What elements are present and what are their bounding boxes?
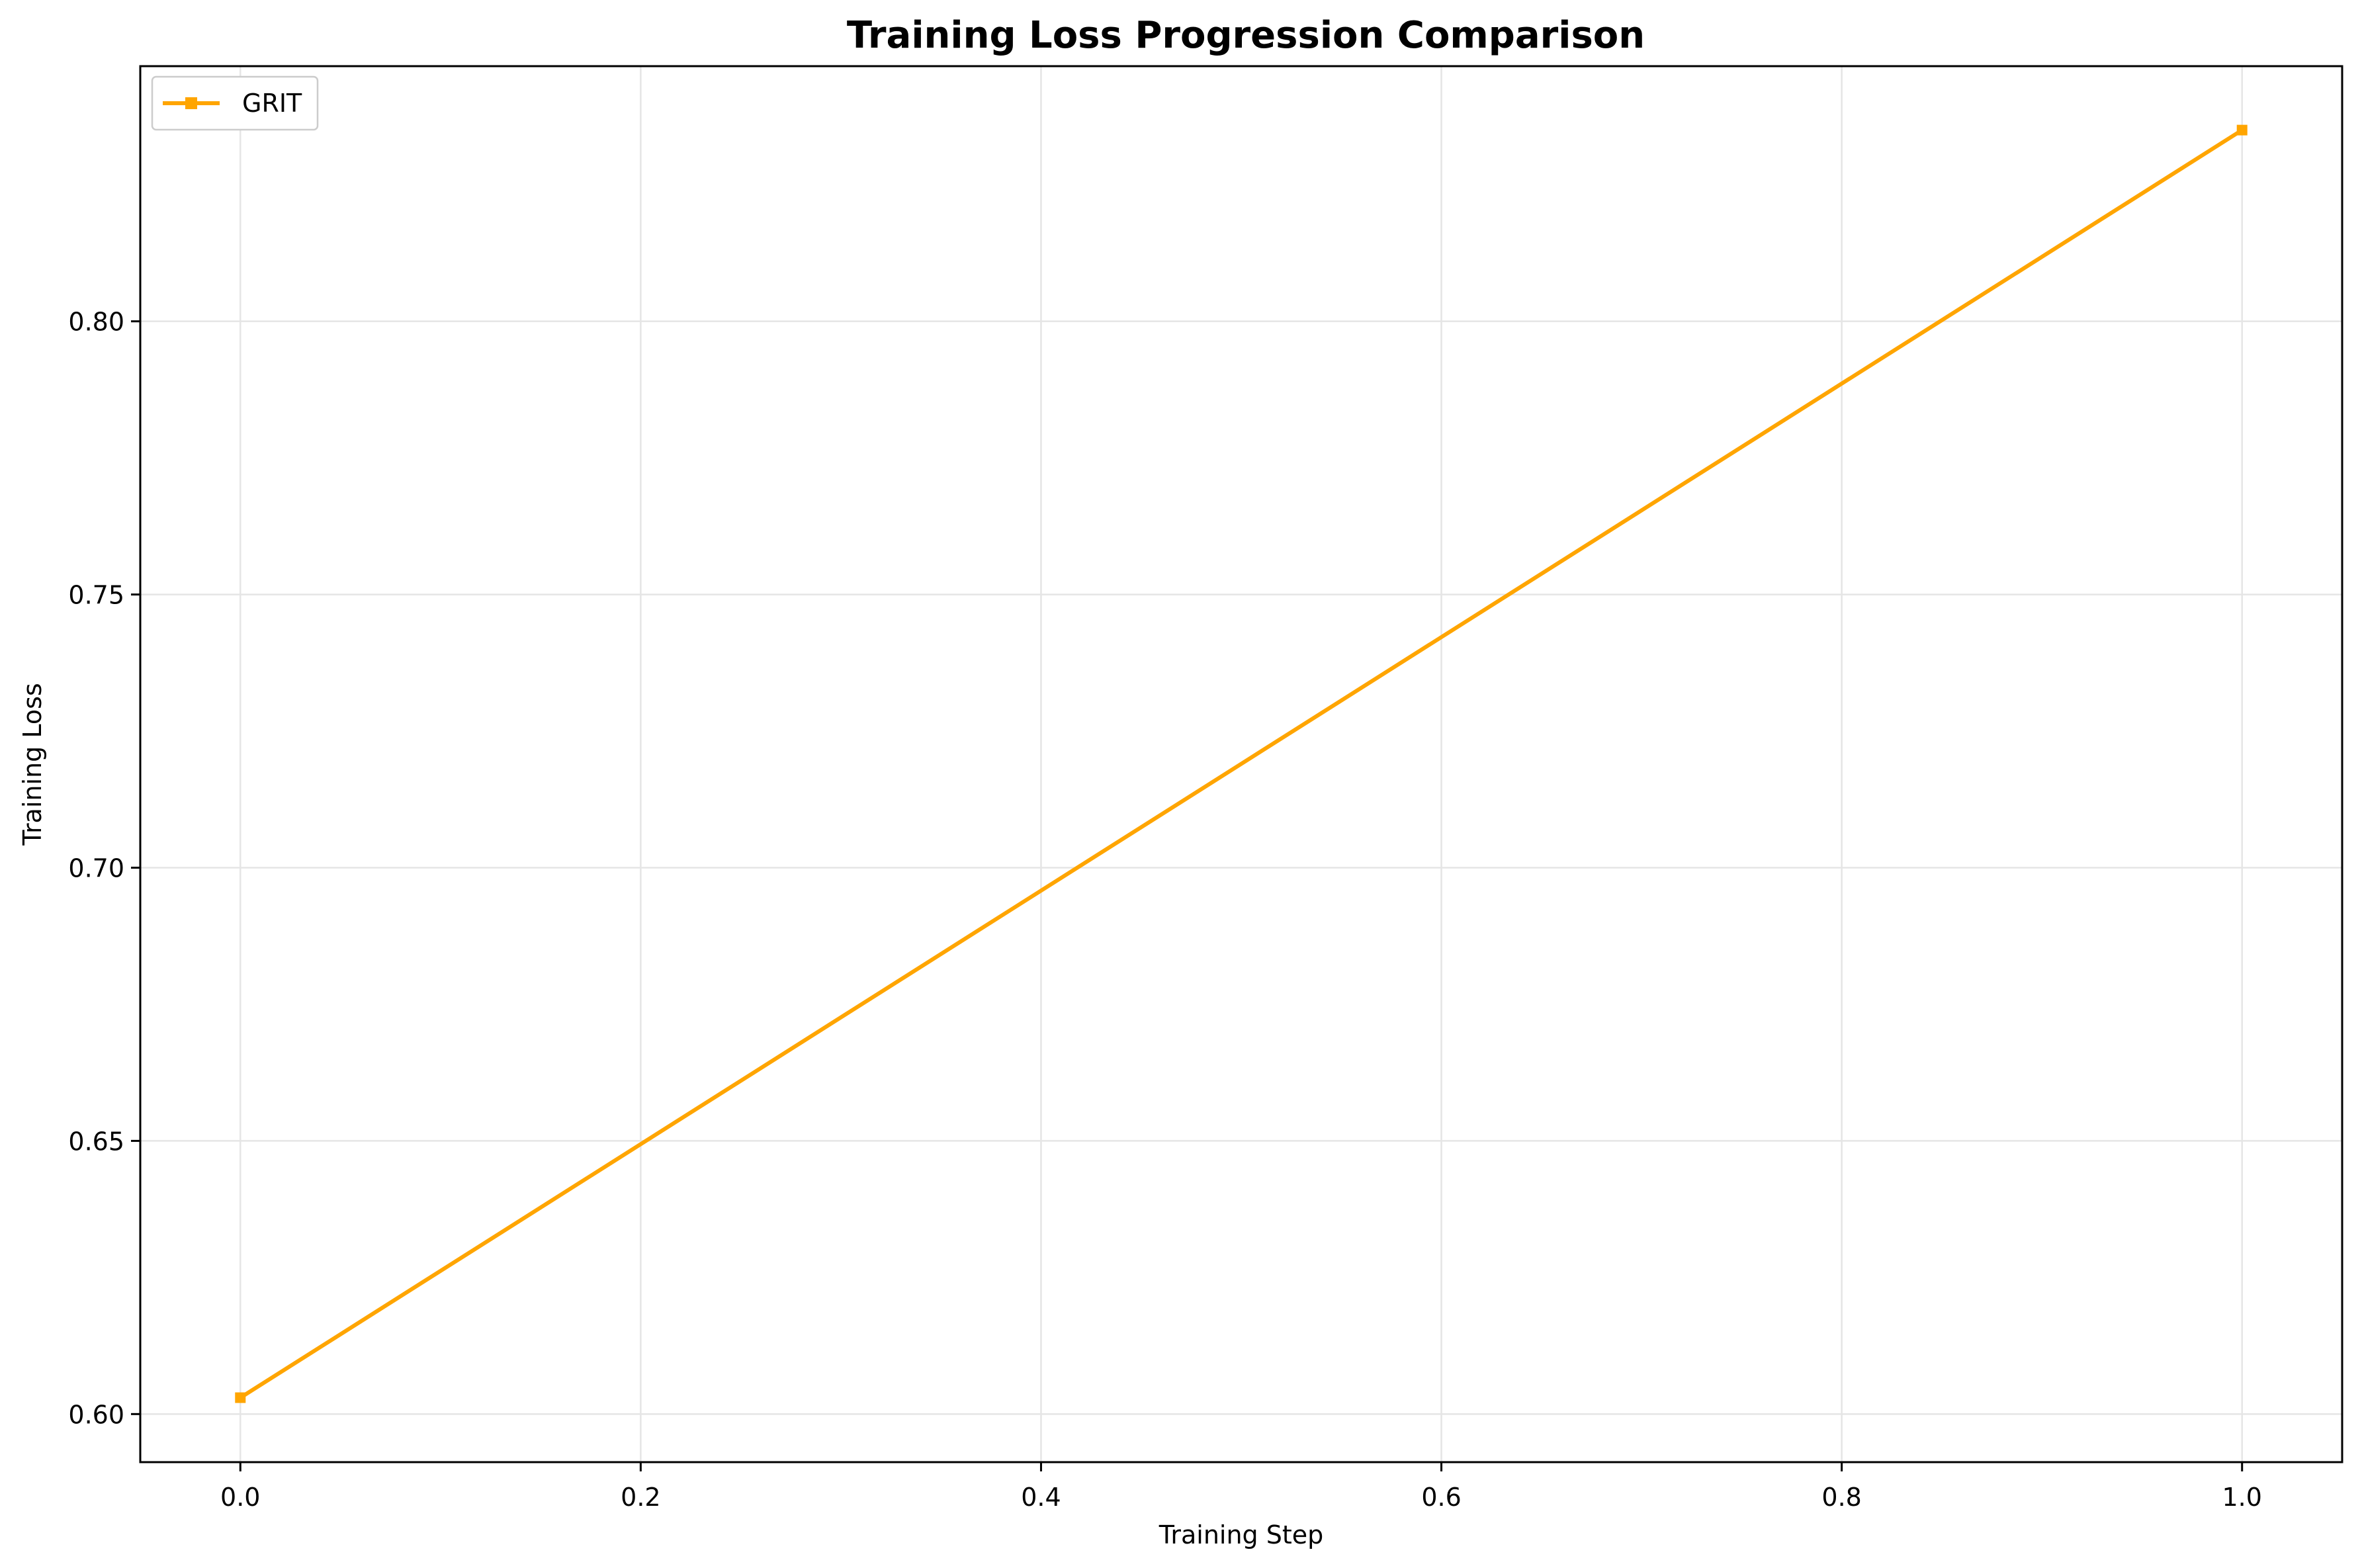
y-tick-label: 0.60 <box>68 1400 124 1429</box>
y-tick-label: 0.80 <box>68 308 124 337</box>
data-point-grit <box>2236 124 2248 136</box>
series-line-grit <box>238 128 2244 1400</box>
legend-box <box>151 75 319 131</box>
legend: GRIT <box>151 75 319 131</box>
x-axis-ticks: 0.0 0.2 0.4 0.6 0.8 1.0 <box>220 1462 2262 1512</box>
plot-series <box>235 124 2248 1403</box>
legend-marker-grit <box>185 97 197 109</box>
plot-frame <box>139 65 2343 1463</box>
y-tick-label: 0.65 <box>68 1127 124 1156</box>
data-point-grit <box>235 1392 246 1403</box>
y-tick-label: 0.75 <box>68 581 124 610</box>
x-tick-label: 0.4 <box>1021 1483 1061 1512</box>
x-tick-label: 0.2 <box>621 1483 660 1512</box>
y-axis-label: Training Loss <box>18 683 47 846</box>
x-tick-label: 0.8 <box>1821 1483 1861 1512</box>
y-tick-label: 0.70 <box>68 853 124 883</box>
grid-lines <box>140 66 2342 1462</box>
legend-label-grit: GRIT <box>242 89 302 118</box>
x-axis-label: Training Step <box>1159 1520 1324 1549</box>
chart-title: Training Loss Progression Comparison <box>847 14 1645 57</box>
y-axis-ticks: 0.60 0.65 0.70 0.75 0.80 <box>68 308 140 1429</box>
x-tick-label: 0.6 <box>1421 1483 1461 1512</box>
x-tick-label: 1.0 <box>2222 1483 2262 1512</box>
x-tick-label: 0.0 <box>220 1483 260 1512</box>
